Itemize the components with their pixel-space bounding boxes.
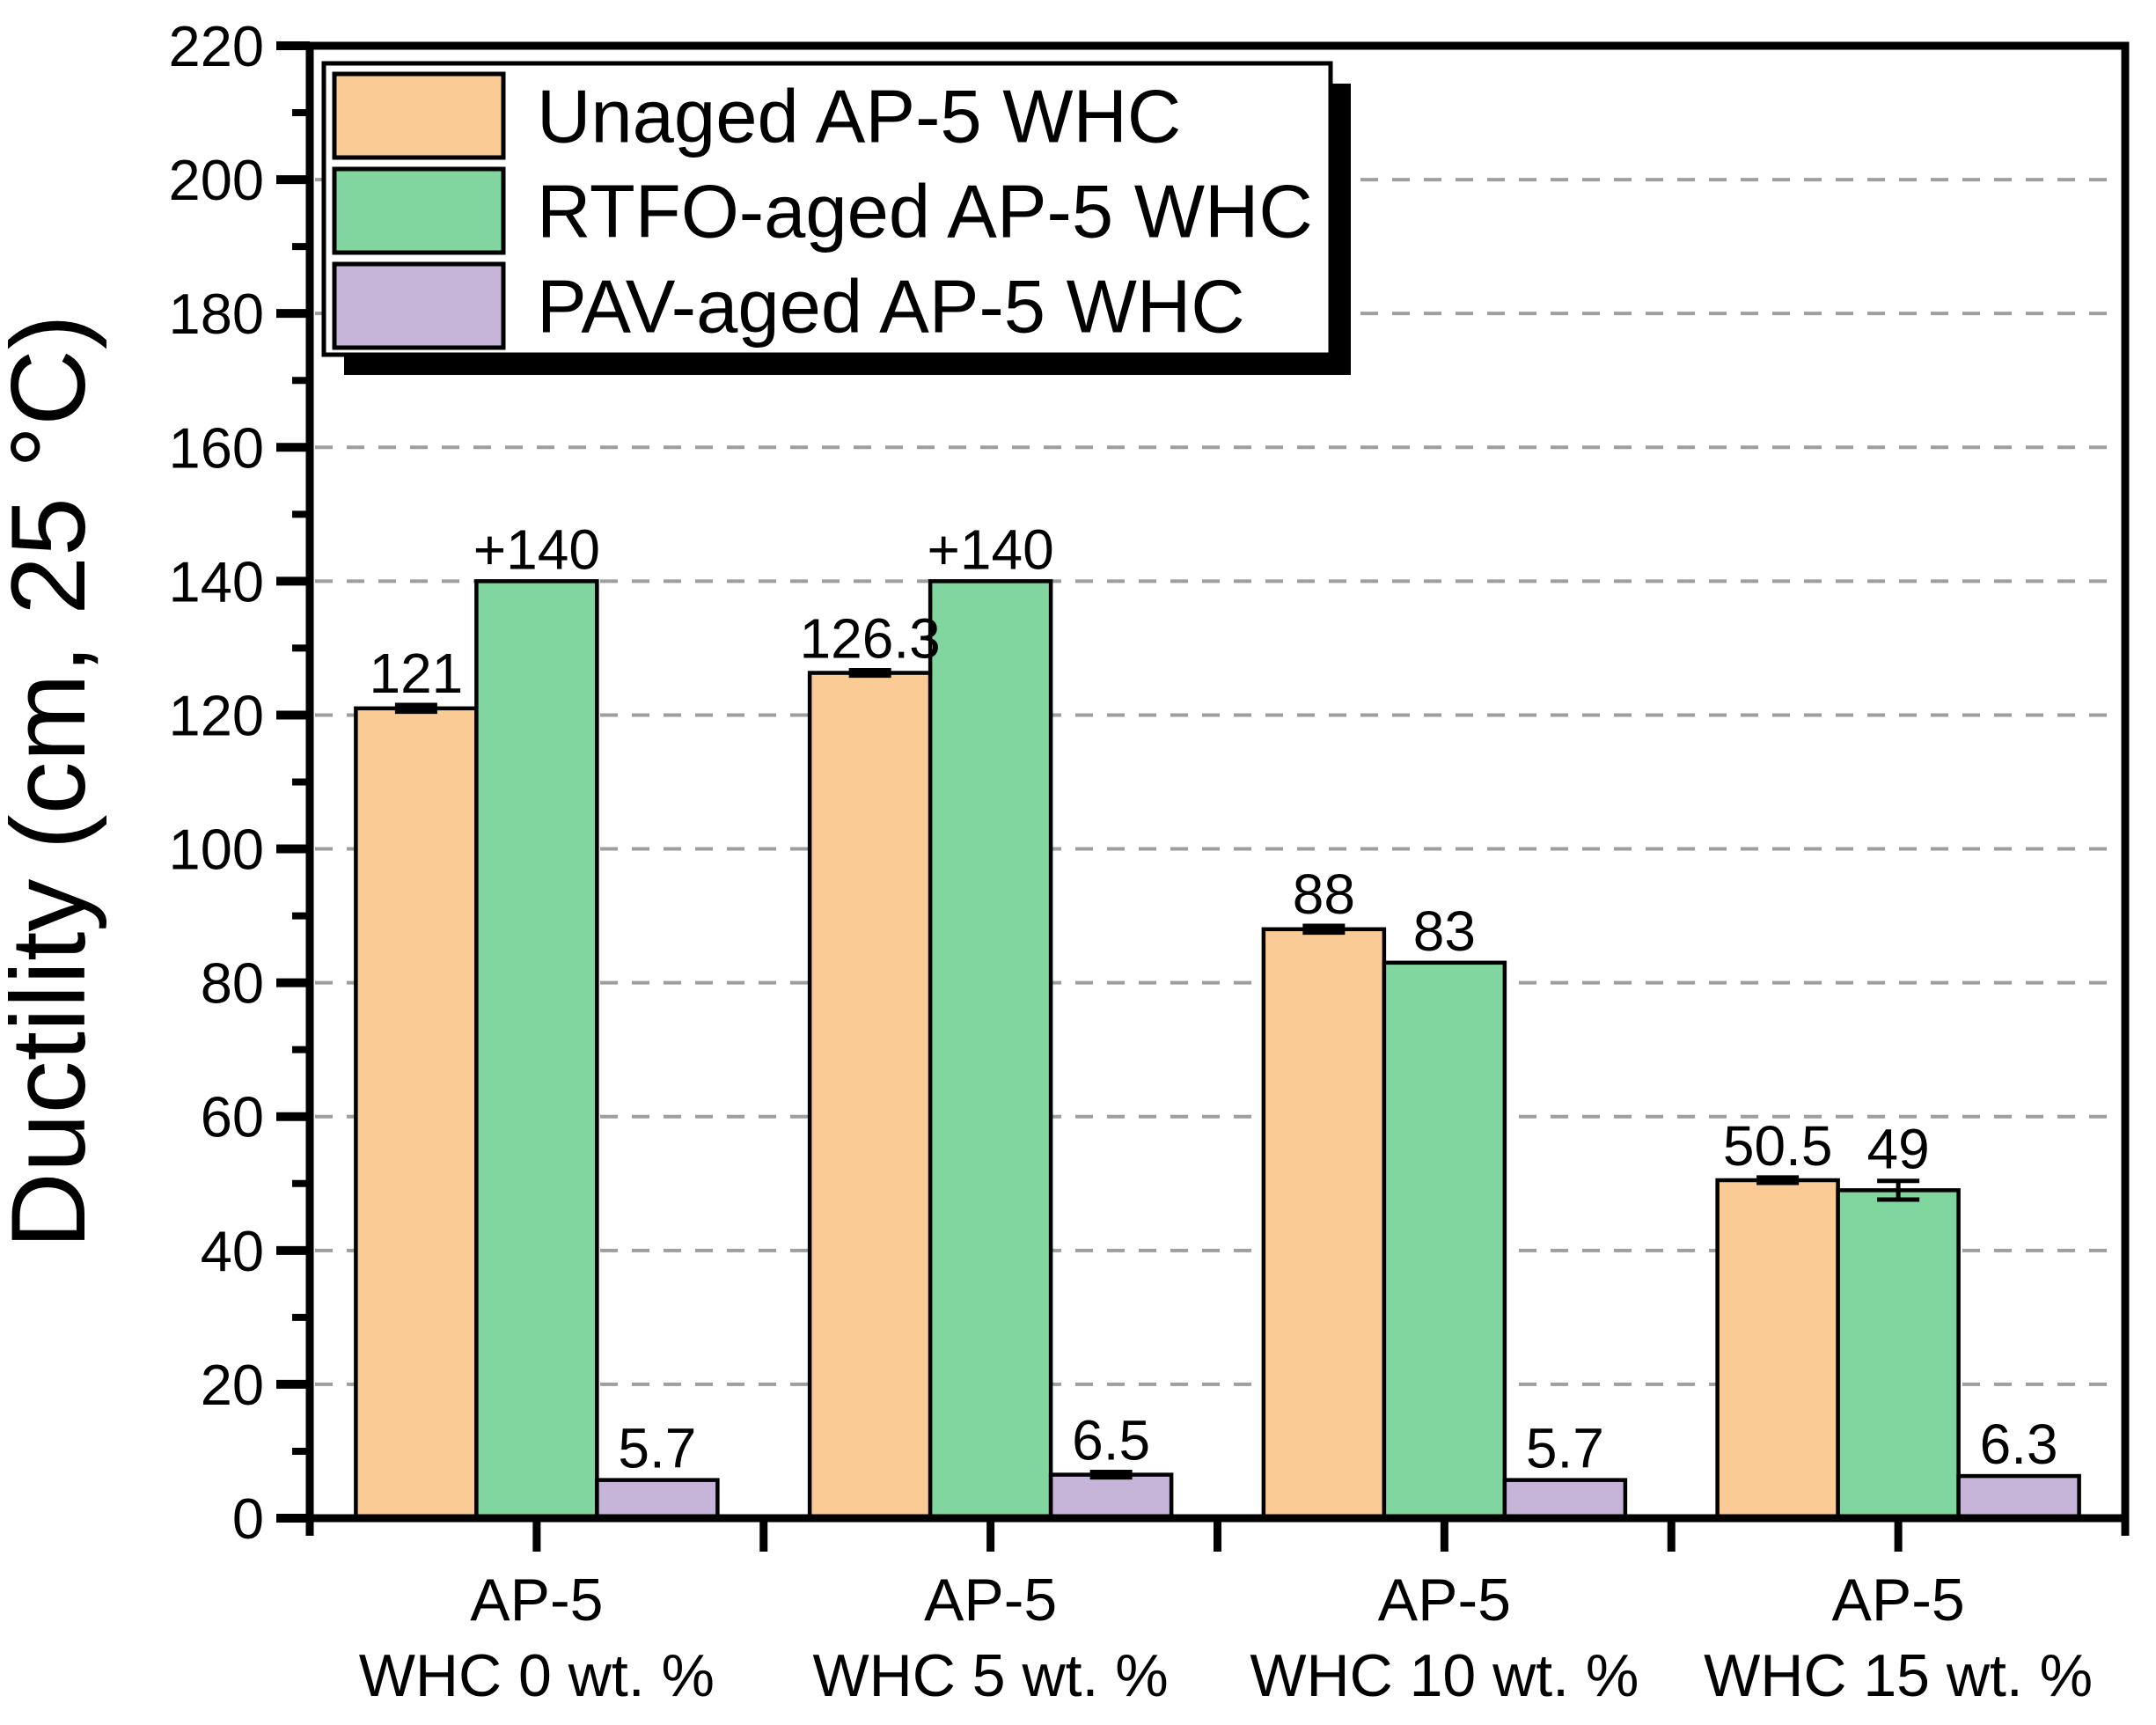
x-category-label-line2-2: WHC 10 wt. %	[1250, 1642, 1639, 1709]
y-tick-label-0: 0	[232, 1486, 264, 1551]
y-tick-label-20: 20	[201, 1353, 264, 1417]
bar-rtfo-3	[1836, 1188, 1961, 1521]
y-axis-ticks: 0 20 40 60 80 100 120 140 160 180 200 220	[169, 14, 310, 1551]
bar-rtfo-1	[928, 579, 1053, 1521]
value-label-rtfo-0: +140	[473, 518, 600, 581]
bar-unaged-2	[1261, 927, 1387, 1521]
legend-swatch-rtfo	[332, 166, 506, 255]
x-axis-ticks	[305, 1518, 2130, 1552]
value-label-unaged-3: 50.5	[1723, 1114, 1833, 1178]
value-label-rtfo-3: 49	[1867, 1118, 1930, 1181]
legend-swatch-unaged	[332, 71, 506, 160]
y-tick-label-40: 40	[201, 1219, 264, 1283]
bar-unaged-0	[354, 706, 479, 1521]
x-category-label-line1-2: AP-5	[1378, 1567, 1511, 1633]
y-tick-label-100: 100	[169, 818, 264, 882]
bar-unaged-1	[807, 671, 933, 1521]
bar-pav-3	[1956, 1473, 2081, 1521]
bar-rtfo-0	[474, 579, 599, 1521]
y-tick-label-180: 180	[169, 282, 264, 346]
value-label-unaged-0: 121	[369, 642, 463, 705]
value-labels: 121 126.3 88 50.5 +140 +140 83 49 5.7 6.5 5.7 6.3	[369, 518, 2057, 1479]
y-tick-label-200: 200	[169, 148, 264, 212]
value-label-unaged-2: 88	[1293, 862, 1355, 926]
value-label-pav-0: 5.7	[618, 1417, 696, 1480]
bar-unaged-3	[1715, 1178, 1840, 1521]
x-category-label-line2-1: WHC 5 wt. %	[813, 1642, 1169, 1709]
x-category-label-line1-3: AP-5	[1832, 1567, 1965, 1633]
y-tick-label-220: 220	[169, 14, 264, 78]
x-category-label-line1-0: AP-5	[470, 1567, 603, 1633]
bar-pav-2	[1502, 1478, 1628, 1521]
legend-label-unaged: Unaged AP-5 WHC	[537, 76, 1181, 159]
legend-label-rtfo: RTFO-aged AP-5 WHC	[537, 171, 1313, 254]
value-label-unaged-1: 126.3	[800, 607, 941, 671]
error-bars	[394, 668, 1920, 1480]
value-label-rtfo-1: +140	[928, 518, 1054, 581]
x-category-label-line2-3: WHC 15 wt. %	[1704, 1642, 2093, 1709]
x-category-label-line2-0: WHC 0 wt. %	[359, 1642, 715, 1709]
legend-label-pav: PAV-aged AP-5 WHC	[537, 266, 1245, 349]
y-tick-label-160: 160	[169, 415, 264, 480]
value-label-rtfo-2: 83	[1413, 899, 1476, 963]
y-axis-title: Ductility (cm, 25 °C)	[0, 314, 107, 1248]
y-tick-label-140: 140	[169, 549, 264, 613]
x-category-label-line1-1: AP-5	[924, 1567, 1057, 1633]
legend-swatch-pav	[332, 261, 506, 350]
bar-pav-1	[1048, 1472, 1174, 1521]
y-tick-label-80: 80	[201, 951, 264, 1016]
x-axis-labels: AP-5 WHC 0 wt. % AP-5 WHC 5 wt. % AP-5 WHC 10…	[359, 1567, 2093, 1709]
y-tick-label-60: 60	[201, 1085, 264, 1149]
bars	[354, 579, 2081, 1521]
bar-pav-0	[595, 1478, 720, 1521]
value-label-pav-2: 5.7	[1526, 1417, 1604, 1480]
value-label-pav-1: 6.5	[1072, 1409, 1150, 1472]
value-label-pav-3: 6.3	[1980, 1413, 2058, 1476]
legend: Unaged AP-5 WHC RTFO-aged AP-5 WHC PAV-age…	[321, 61, 1351, 375]
bar-rtfo-2	[1382, 960, 1507, 1521]
y-tick-label-120: 120	[169, 683, 264, 747]
